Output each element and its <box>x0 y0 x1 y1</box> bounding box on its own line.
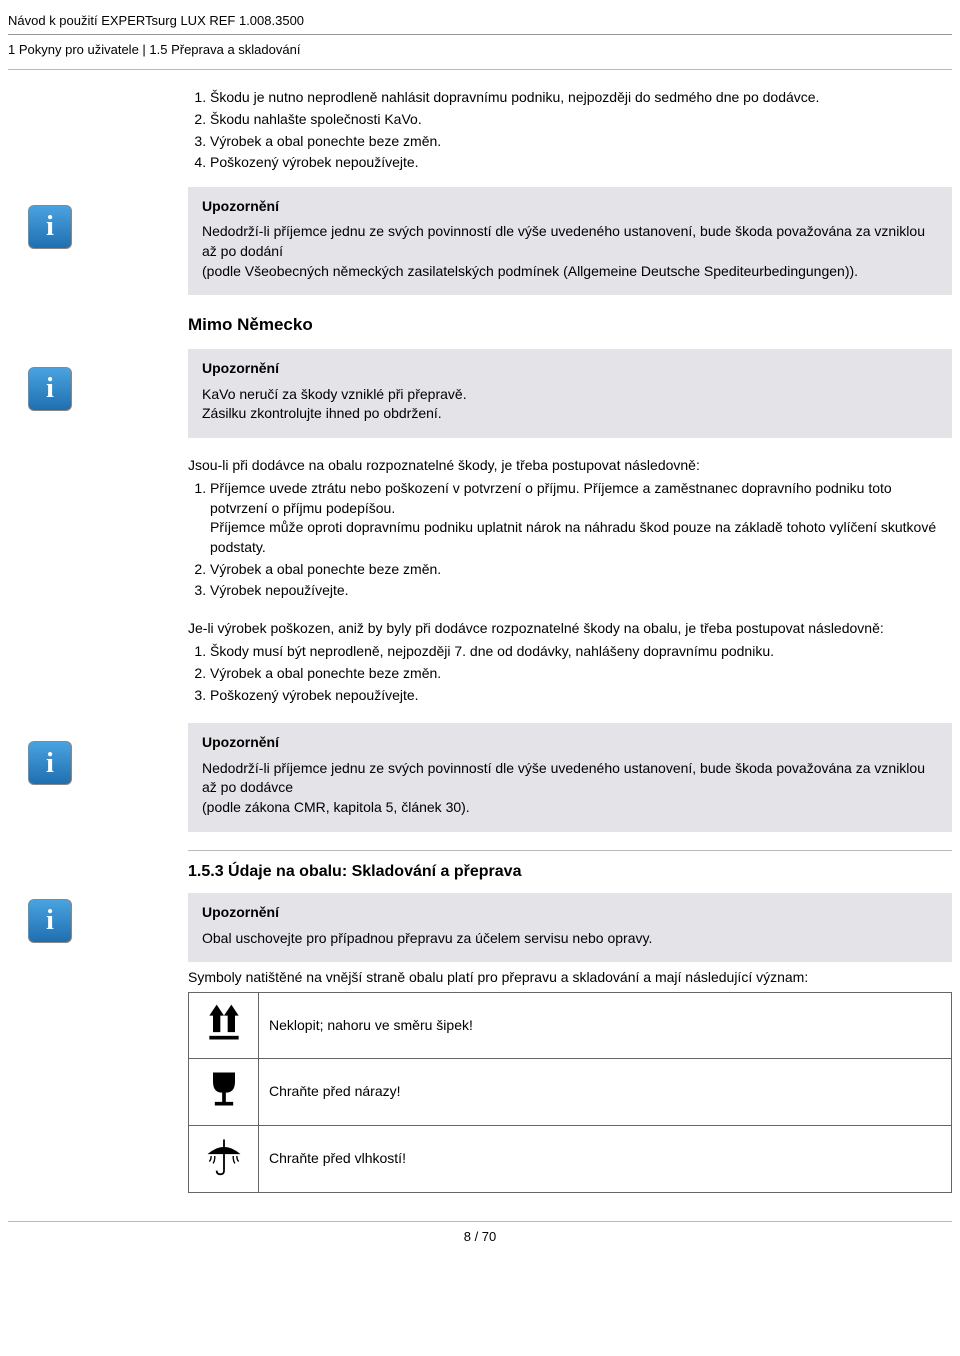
list-damage-steps-germany: Škodu je nutno neprodleně nahlásit dopra… <box>210 88 952 172</box>
info-icon <box>28 741 72 785</box>
list-item: Poškozený výrobek nepoužívejte. <box>210 686 952 706</box>
list-item-text: Příjemce může oproti dopravnímu podniku … <box>210 519 936 555</box>
table-packaging-symbols: Neklopit; nahoru ve směru šipek! Chraňte… <box>188 992 952 1193</box>
list-item: Výrobek a obal ponechte beze změn. <box>210 664 952 684</box>
list-item: Výrobek nepoužívejte. <box>210 581 952 601</box>
notice-title: Upozornění <box>202 903 938 923</box>
notice-line: Nedodrží-li příjemce jednu ze svých povi… <box>202 223 925 259</box>
list-hidden-damage-steps: Škody musí být neprodleně, nejpozději 7.… <box>210 642 952 705</box>
paragraph-symbols-intro: Symboly natištěné na vnější straně obalu… <box>188 968 952 988</box>
paragraph-visible-damage-intro: Jsou-li při dodávce na obalu rozpoznatel… <box>188 456 952 476</box>
list-item: Škodu je nutno neprodleně nahlásit dopra… <box>210 88 952 108</box>
list-item: Výrobek a obal ponechte beze změn. <box>210 560 952 580</box>
notice-kavo-liability: Upozornění KaVo neručí za škody vzniklé … <box>188 349 952 438</box>
paragraph-hidden-damage-intro: Je-li výrobek poškozen, aniž by byly při… <box>188 619 952 639</box>
this-way-up-icon <box>202 1001 246 1045</box>
table-row: Chraňte před nárazy! <box>189 1059 952 1126</box>
heading-outside-germany: Mimo Německo <box>188 313 952 337</box>
notice-line: (podle zákona CMR, kapitola 5, článek 30… <box>202 799 470 815</box>
list-item: Příjemce uvede ztrátu nebo poškození v p… <box>210 479 952 557</box>
rule-crumb <box>8 69 952 70</box>
table-row: Neklopit; nahoru ve směru šipek! <box>189 992 952 1059</box>
notice-title: Upozornění <box>202 733 938 753</box>
notice-title: Upozornění <box>202 197 938 217</box>
symbol-desc: Chraňte před vlhkostí! <box>259 1125 952 1192</box>
table-row: Chraňte před vlhkostí! <box>189 1125 952 1192</box>
notice-line: KaVo neručí za škody vzniklé při přeprav… <box>202 386 467 402</box>
page-footer: 8 / 70 <box>8 1221 952 1246</box>
symbol-cell <box>189 1125 259 1192</box>
notice-body: KaVo neručí za škody vzniklé při přeprav… <box>202 385 938 424</box>
heading-packaging-data: 1.5.3 Údaje na obalu: Skladování a přepr… <box>188 861 952 883</box>
list-item: Výrobek a obal ponechte beze změn. <box>210 132 952 152</box>
symbol-desc: Chraňte před nárazy! <box>259 1059 952 1126</box>
info-icon <box>28 205 72 249</box>
list-item: Škodu nahlašte společnosti KaVo. <box>210 110 952 130</box>
list-visible-damage-steps: Příjemce uvede ztrátu nebo poškození v p… <box>210 479 952 601</box>
info-icon <box>28 899 72 943</box>
notice-body: Obal uschovejte pro případnou přepravu z… <box>202 929 938 949</box>
keep-dry-icon <box>202 1134 246 1178</box>
list-item: Škody musí být neprodleně, nejpozději 7.… <box>210 642 952 662</box>
notice-body: Nedodrží-li příjemce jednu ze svých povi… <box>202 759 938 818</box>
list-item: Poškozený výrobek nepoužívejte. <box>210 153 952 173</box>
notice-keep-packaging: Upozornění Obal uschovejte pro případnou… <box>188 893 952 962</box>
info-icon <box>28 367 72 411</box>
notice-body: Nedodrží-li příjemce jednu ze svých povi… <box>202 222 938 281</box>
notice-obligations-cmr: Upozornění Nedodrží-li příjemce jednu ze… <box>188 723 952 831</box>
symbol-cell <box>189 992 259 1059</box>
breadcrumb: 1 Pokyny pro uživatele | 1.5 Přeprava a … <box>8 41 952 59</box>
rule-subsection <box>188 850 952 851</box>
notice-line: Nedodrží-li příjemce jednu ze svých povi… <box>202 760 925 796</box>
fragile-icon <box>202 1067 246 1111</box>
notice-line: Zásilku zkontrolujte ihned po obdržení. <box>202 405 442 421</box>
notice-title: Upozornění <box>202 359 938 379</box>
notice-line: (podle Všeobecných německých zasilatelsk… <box>202 263 858 279</box>
list-item-text: Příjemce uvede ztrátu nebo poškození v p… <box>210 480 892 516</box>
symbol-desc: Neklopit; nahoru ve směru šipek! <box>259 992 952 1059</box>
rule-top <box>8 34 952 35</box>
doc-title: Návod k použití EXPERTsurg LUX REF 1.008… <box>8 12 952 30</box>
notice-obligations-germany: Upozornění Nedodrží-li příjemce jednu ze… <box>188 187 952 295</box>
symbol-cell <box>189 1059 259 1126</box>
